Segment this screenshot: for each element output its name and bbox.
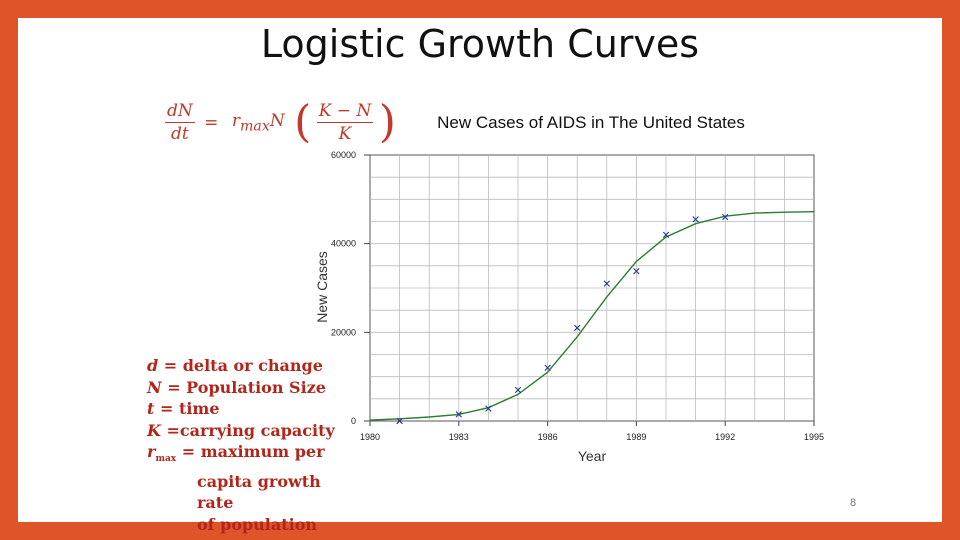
formula-n: N [269, 110, 285, 131]
data-point-stroke [485, 405, 492, 412]
data-point-stroke [396, 417, 403, 425]
formula-rhs-fraction: K − N K [316, 100, 374, 145]
y-tick-label: 20000 [331, 327, 356, 337]
formula-rhs-numerator: K − N [316, 101, 374, 123]
formula-lhs: dN dt [165, 100, 195, 145]
data-point [603, 280, 610, 287]
logistic-fit-line [369, 211, 815, 421]
definition-d: d = delta or change [147, 355, 347, 377]
x-tick-label: 1992 [715, 432, 735, 442]
x-tick-label: 1995 [804, 432, 824, 442]
data-point [485, 405, 492, 412]
data-point [722, 213, 729, 221]
data-point-stroke [662, 231, 670, 238]
data-point [662, 231, 670, 238]
data-point-stroke [722, 213, 729, 221]
formula-r: r [231, 110, 240, 131]
formula-close-paren: ) [378, 96, 396, 148]
page-number: 8 [850, 497, 857, 509]
x-axis-label: Year [578, 448, 607, 464]
logistic-formula: dN dt = rmaxN ( K − N K ) [165, 100, 396, 145]
data-point [544, 364, 551, 371]
definition-k-symbol: K [147, 420, 161, 440]
definition-rmax-text: = maximum per [176, 442, 325, 461]
y-tick-label: 60000 [331, 150, 356, 160]
data-point-stroke [544, 364, 551, 371]
definition-n-text: = Population Size [161, 377, 326, 397]
definition-n: N = Population Size [147, 377, 347, 399]
chart-title: New Cases of AIDS in The United States [437, 113, 745, 132]
y-tick-label: 0 [351, 416, 356, 426]
slide-title: Logistic Growth Curves [260, 22, 700, 66]
x-tick-label: 1986 [538, 432, 558, 442]
data-point [514, 386, 522, 394]
formula-r-sub: max [239, 118, 270, 135]
data-point-stroke [574, 324, 581, 332]
formula-open-paren: ( [294, 96, 312, 148]
data-point [692, 216, 699, 223]
chart-marks: 1980 1983 1986 1989 1992 1995 0 20000 40000 60000 [331, 150, 824, 442]
data-point-stroke [692, 216, 699, 223]
definition-t: t = time [147, 398, 347, 420]
data-point-stroke [514, 386, 522, 394]
chart-grid [369, 154, 815, 422]
x-tick-label: 1989 [626, 432, 646, 442]
definition-k-text: =carrying capacity [160, 420, 335, 440]
definition-d-symbol: d [147, 356, 159, 375]
y-tick-label: 40000 [331, 239, 356, 249]
variable-definitions: d = delta or change N = Population Size … [147, 355, 347, 535]
definition-rmax-cont-2: of population [197, 514, 318, 534]
x-tick-label: 1983 [449, 432, 469, 442]
definition-rmax-sub: max [155, 454, 177, 465]
definition-n-symbol: N [147, 377, 162, 397]
data-point-stroke [633, 267, 640, 275]
data-point-stroke [603, 280, 610, 287]
data-point [396, 417, 403, 425]
definition-t-text: = time [154, 399, 220, 418]
formula-lhs-numerator: dN [165, 101, 195, 123]
definition-rmax-symbol: r [147, 442, 156, 461]
definition-rmax-cont-1: capita growth rate [197, 471, 321, 513]
formula-rhs-denominator: K [338, 124, 352, 144]
definition-rmax: rmax = maximum per [147, 441, 347, 471]
slide-canvas [18, 18, 942, 522]
definition-d-text: = delta or change [158, 356, 323, 375]
formula-rate: rmaxN [231, 110, 285, 135]
data-point [455, 411, 462, 418]
data-point [633, 267, 640, 275]
definition-t-symbol: t [147, 399, 155, 418]
x-tick-label: 1980 [360, 432, 380, 442]
formula-equals: = [204, 112, 219, 133]
data-point-stroke [455, 411, 462, 418]
formula-lhs-denominator: dt [171, 124, 189, 144]
definition-k: K =carrying capacity [147, 420, 347, 442]
data-point [574, 324, 581, 332]
y-axis-label: New Cases [314, 251, 330, 323]
